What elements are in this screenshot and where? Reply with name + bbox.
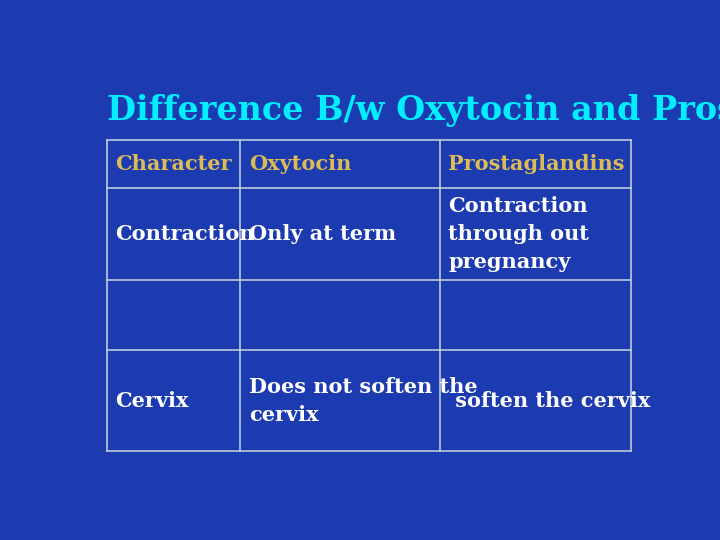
Text: Does not soften the
cervix: Does not soften the cervix xyxy=(249,377,477,425)
Text: Character: Character xyxy=(115,154,232,174)
Text: soften the cervix: soften the cervix xyxy=(448,391,651,411)
Text: Difference B/w Oxytocin and Prostaglandins: Difference B/w Oxytocin and Prostaglandi… xyxy=(107,94,720,127)
Text: Contraction
through out
pregnancy: Contraction through out pregnancy xyxy=(448,196,589,272)
Text: Oxytocin: Oxytocin xyxy=(249,154,351,174)
Text: Cervix: Cervix xyxy=(115,391,189,411)
Text: Only at term: Only at term xyxy=(249,224,396,244)
Text: Contraction: Contraction xyxy=(115,224,255,244)
Text: Prostaglandins: Prostaglandins xyxy=(448,154,625,174)
